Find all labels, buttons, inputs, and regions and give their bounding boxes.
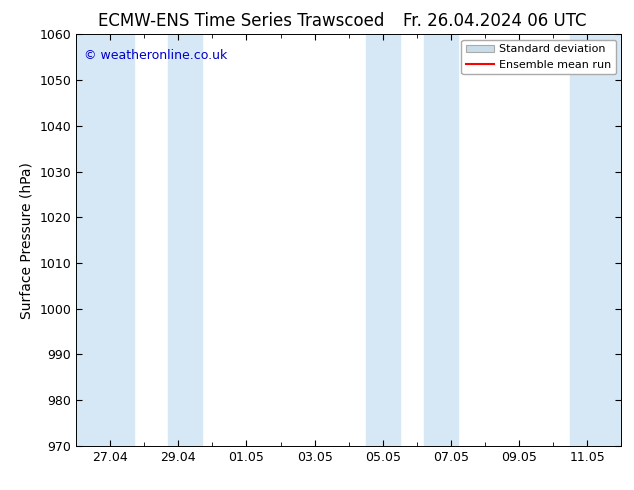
Bar <box>168 34 202 446</box>
Bar <box>76 34 134 446</box>
Text: Fr. 26.04.2024 06 UTC: Fr. 26.04.2024 06 UTC <box>403 12 586 30</box>
Bar <box>424 34 458 446</box>
Text: © weatheronline.co.uk: © weatheronline.co.uk <box>84 49 228 62</box>
Legend: Standard deviation, Ensemble mean run: Standard deviation, Ensemble mean run <box>462 40 616 74</box>
Text: ECMW-ENS Time Series Trawscoed: ECMW-ENS Time Series Trawscoed <box>98 12 384 30</box>
Y-axis label: Surface Pressure (hPa): Surface Pressure (hPa) <box>20 162 34 318</box>
Bar <box>570 34 621 446</box>
Bar <box>366 34 400 446</box>
